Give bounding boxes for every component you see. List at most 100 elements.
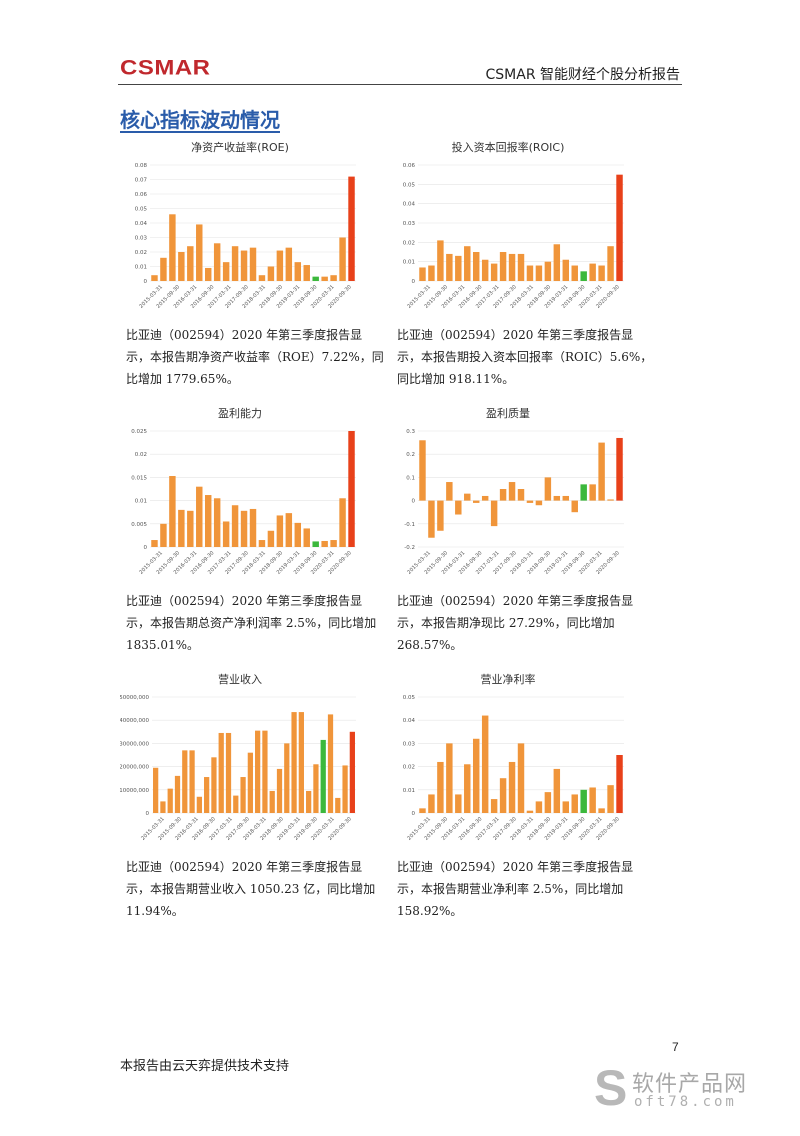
chart-svg: 净资产收益率(ROE) 0 0.01 0.02 0.03 0.04 0.05 0.06 0.07… (135, 140, 356, 310)
bar (247, 752, 253, 813)
bar (222, 262, 230, 281)
chart-svg: 营业净利率00.010.020.030.040.052015-03-312015… (403, 672, 624, 842)
bar (169, 476, 176, 547)
bar (153, 767, 159, 813)
bar (348, 431, 355, 547)
bar (535, 265, 543, 281)
bar (464, 493, 471, 501)
bar (211, 757, 217, 813)
bar (481, 715, 489, 813)
bar (580, 484, 587, 501)
bar (508, 253, 516, 281)
bar (616, 755, 623, 813)
y-tick-label: 0.2 (406, 452, 415, 458)
profitability-chart: 盈利能力 0 0.005 0.01 0.015 0.02 0.025 2015-03-31 20… (120, 401, 360, 581)
bar (151, 540, 158, 547)
bar (231, 505, 239, 547)
chart-title: 营业净利率 (481, 672, 536, 686)
bar (213, 498, 221, 547)
bar (589, 263, 596, 281)
bar (517, 253, 525, 281)
bar (267, 530, 275, 547)
bar (526, 500, 534, 503)
bar (249, 247, 257, 281)
bar (490, 799, 498, 813)
bar (571, 500, 578, 513)
bar (187, 510, 194, 547)
bar (428, 500, 435, 538)
bar (196, 796, 202, 813)
bar (218, 732, 224, 813)
bar (303, 528, 310, 547)
bar (437, 240, 444, 281)
bar (446, 482, 453, 501)
y-tick-label: 0 (146, 811, 150, 817)
bar (174, 775, 181, 813)
bar (490, 500, 498, 527)
bar (553, 768, 561, 813)
bar (535, 500, 543, 506)
bar (313, 764, 319, 813)
bar (196, 486, 203, 547)
bar (249, 508, 257, 547)
bar (321, 540, 328, 547)
bar (508, 761, 516, 813)
bar (348, 176, 355, 281)
bar (189, 750, 195, 813)
bar (169, 214, 176, 281)
bar (553, 244, 561, 281)
bar (213, 243, 221, 281)
bar (349, 731, 355, 813)
bar (562, 259, 570, 281)
bar (598, 442, 605, 501)
y-tick-label: 0.02 (403, 240, 415, 246)
y-tick-label: 0.06 (135, 192, 148, 198)
bar (419, 808, 426, 813)
bar (160, 257, 167, 281)
y-tick-label: 10000,000 (120, 788, 149, 794)
bar (327, 714, 334, 813)
bar (233, 795, 239, 813)
footer-text: 本报告由云天弈提供技术支持 (120, 1059, 290, 1074)
bar (428, 794, 435, 813)
chart-title: 盈利质量 (486, 407, 530, 420)
y-tick-label: 0.02 (403, 765, 415, 771)
bar (312, 276, 319, 281)
bar (306, 790, 312, 813)
bar (312, 541, 319, 547)
bar (262, 730, 268, 813)
bar (544, 792, 552, 813)
bar (204, 267, 212, 281)
report-header-title: CSMAR 智能财经个股分析报告 (485, 67, 681, 83)
chart-title: 盈利能力 (218, 406, 262, 420)
bar (342, 765, 348, 813)
bar (535, 801, 543, 813)
y-tick-label: 30000,000 (120, 741, 149, 747)
net-margin-chart: 营业净利率 0 0.01 0.02 0.03 0.04 0.05 2015-03-31 2015… (388, 667, 628, 847)
header-divider (118, 84, 682, 85)
bar (455, 255, 462, 281)
profit-quality-description: 比亚迪（002594）2020 年第三季度报告显示，本报告期净现比 27.29%… (397, 594, 634, 652)
bar (178, 252, 185, 281)
bar (276, 250, 284, 281)
profitability-description: 比亚迪（002594）2020 年第三季度报告显示，本报告期总资产净利润率 2.… (126, 594, 377, 652)
y-tick-label: 0.1 (406, 475, 415, 481)
y-tick-label: 0.07 (135, 178, 148, 184)
bar (269, 790, 275, 813)
bar (204, 777, 210, 813)
chart-title: 营业收入 (218, 672, 262, 686)
bar (607, 246, 614, 281)
watermark: S 软件产品网 oft78.com (594, 1060, 774, 1116)
bar (472, 738, 480, 813)
csmar-logo: CSMAR (120, 55, 211, 80)
y-tick-label: 0 (144, 279, 148, 285)
watermark-logo-icon: S (594, 1060, 628, 1116)
chart-svg: 盈利质量-0.2-0.100.10.20.32015-03-312015-09-… (404, 407, 624, 576)
y-tick-label: 0.05 (135, 207, 148, 213)
y-tick-label: 0.3 (406, 429, 415, 435)
bar (258, 275, 266, 281)
bar (330, 275, 337, 281)
bar (321, 276, 328, 281)
bar (160, 801, 166, 813)
bar (284, 743, 290, 813)
